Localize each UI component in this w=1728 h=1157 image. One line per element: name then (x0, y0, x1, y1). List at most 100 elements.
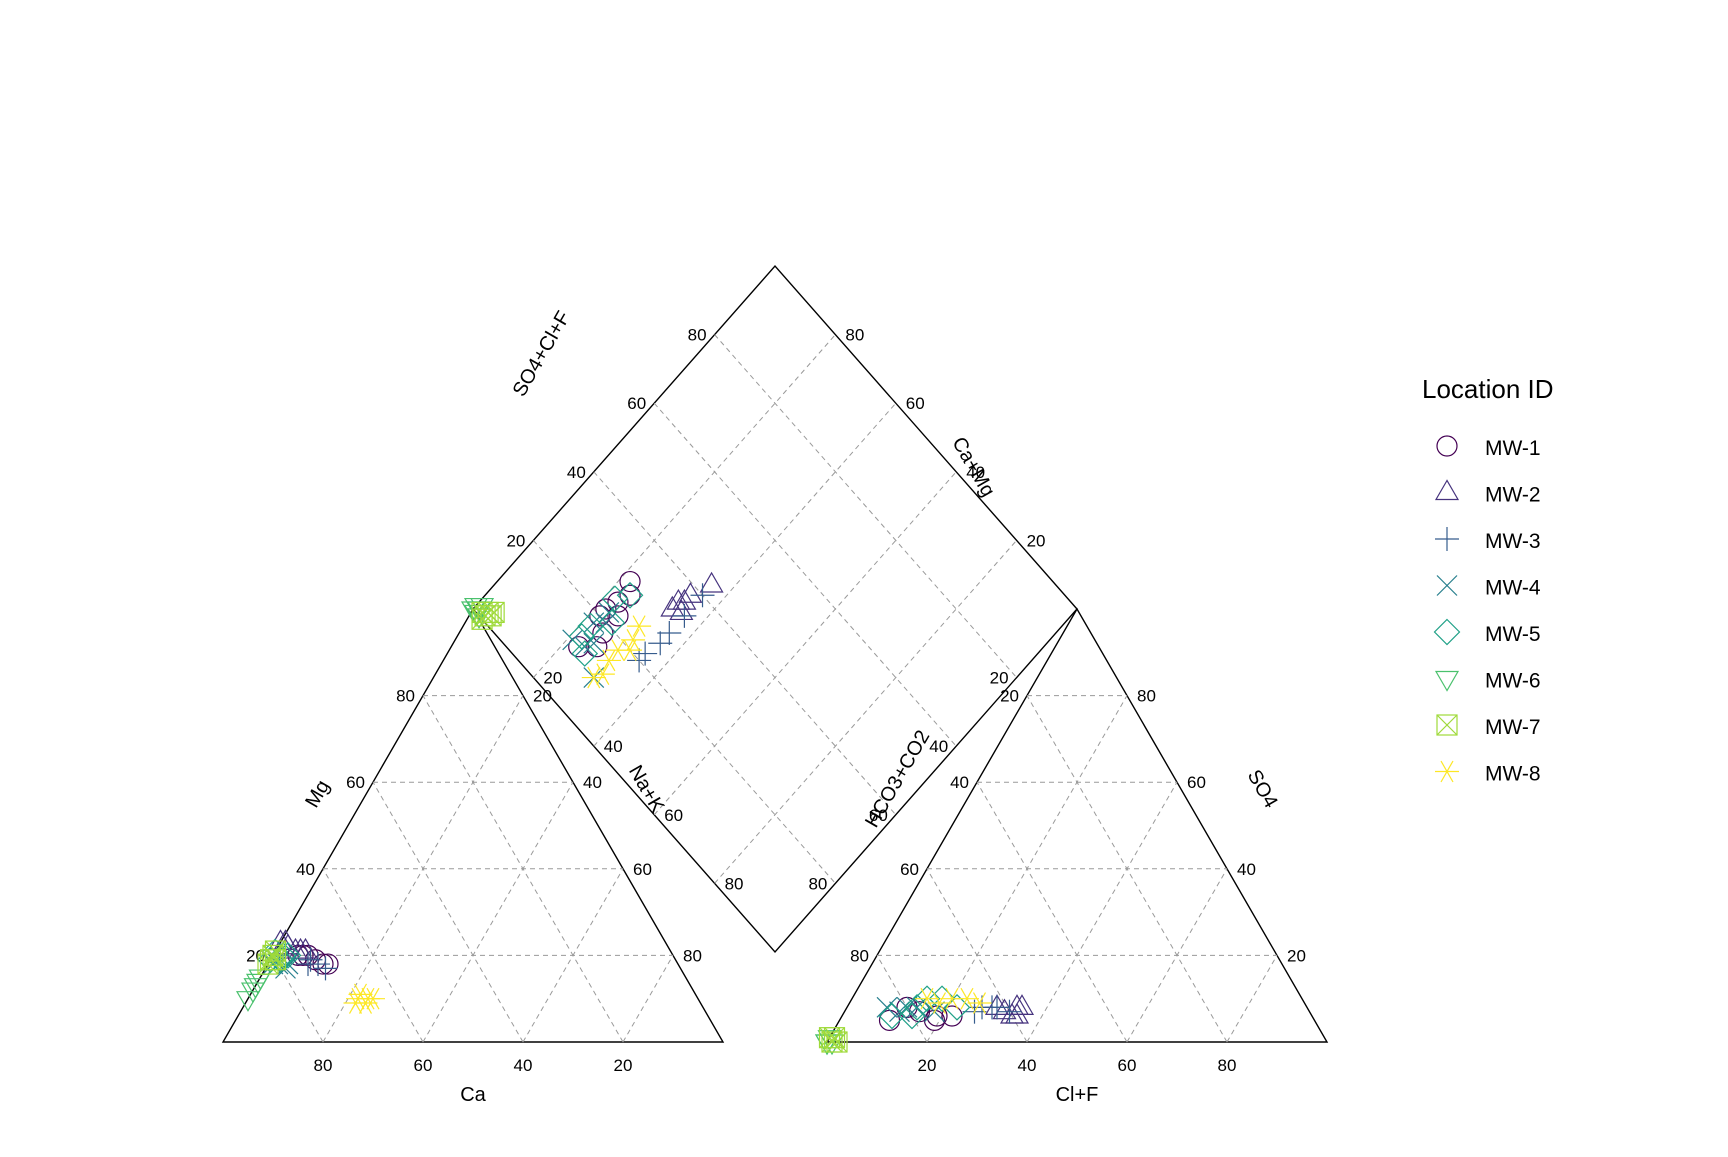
point-mw-8-diamond (605, 639, 630, 661)
point-mw-3-diamond (672, 603, 697, 628)
anion-right-tick: 60 (1187, 773, 1206, 792)
legend-symbol-mw-8 (1435, 760, 1459, 783)
diamond (472, 264, 1078, 953)
point-mw-2-diamond (678, 582, 703, 603)
point-mw-2-anion (1009, 994, 1035, 1015)
point-mw-5-diamond (571, 640, 599, 667)
anion-left-label: HCO3+CO2 (861, 727, 934, 832)
point-mw-1-diamond (586, 636, 608, 658)
legend-label-mw-5: MW-5 (1485, 623, 1541, 646)
legend-symbol-mw-5 (1433, 618, 1461, 646)
diamond-upper-left-tick: 80 (688, 326, 707, 345)
point-mw-5-anion (878, 1002, 906, 1030)
cation-right-tick: 40 (583, 773, 602, 792)
point-mw-5-diamond (616, 581, 644, 609)
anion-bottom-tick: 60 (1118, 1056, 1137, 1075)
diamond-lower-left-tick: 40 (604, 737, 623, 756)
anion-left-tick: 60 (900, 860, 919, 879)
point-mw-4-anion (876, 996, 898, 1018)
legend-label-mw-4: MW-4 (1485, 577, 1541, 600)
point-mw-8-anion (955, 987, 979, 1010)
point-mw-1-anion (923, 1009, 946, 1031)
cation-right-label: Na+K (624, 762, 669, 817)
point-mw-3-cation (298, 947, 323, 972)
point-mw-5-anion (898, 1002, 926, 1030)
point-mw-8-anion (927, 992, 952, 1014)
point-mw-5-diamond (601, 585, 629, 613)
diamond-upper-right-tick: 80 (845, 326, 864, 345)
diamond-upper-right-tick: 40 (966, 463, 985, 482)
diamond-lower-right-tick: 80 (808, 874, 827, 893)
cation-right-tick: 20 (533, 687, 552, 706)
point-mw-3-cation (296, 952, 320, 977)
triangle-frames (221, 264, 1329, 1043)
cation-left-tick: 40 (296, 860, 315, 879)
anion-left-tick: 20 (1000, 687, 1019, 706)
point-mw-3-diamond (648, 631, 673, 656)
legend-symbol-mw-7 (1436, 714, 1458, 736)
point-mw-8-diamond (621, 629, 646, 651)
legend-label-mw-3: MW-3 (1485, 530, 1541, 553)
diamond-upper-left-tick: 60 (627, 394, 646, 413)
anion-grid-line (1026, 695, 1228, 1043)
diamond-lower-left-tick: 60 (664, 806, 683, 825)
diamond-grid-line (714, 540, 1017, 884)
point-mw-8-diamond (590, 663, 615, 685)
cation-grid-line (422, 695, 624, 1043)
point-mw-2-diamond (669, 599, 694, 621)
diamond-lower-left-tick: 20 (543, 669, 562, 688)
legend-symbol-mw-4 (1436, 575, 1458, 596)
point-mw-3-cation (313, 956, 338, 981)
point-mw-1-diamond (589, 605, 611, 627)
point-mw-3-anion (980, 995, 1004, 1020)
point-mw-8-cation (361, 987, 385, 1010)
anion-bottom-tick: 20 (918, 1056, 937, 1075)
legend-symbol-mw-3 (1435, 527, 1459, 551)
diamond-grid-line (593, 402, 897, 747)
diamond-lower-right-tick: 40 (929, 737, 948, 756)
point-mw-8-anion (967, 992, 992, 1014)
point-mw-5-anion (903, 994, 931, 1021)
cation-triangle (221, 607, 725, 1043)
legend-label-mw-6: MW-6 (1485, 670, 1541, 693)
cation-grid-line (322, 868, 424, 1043)
diamond-upper-right-tick: 60 (906, 394, 925, 413)
point-mw-7-anion (826, 1031, 848, 1053)
point-mw-5-diamond (598, 609, 626, 637)
diamond-upper-right-tick: 20 (1027, 531, 1046, 550)
legend-symbol-mw-1 (1436, 435, 1458, 457)
anion-triangle (825, 607, 1329, 1043)
point-mw-5-diamond (577, 612, 605, 640)
diamond-lower-right-tick: 20 (990, 669, 1009, 688)
diamond-grid-line (533, 540, 836, 884)
anion-grid-line (926, 868, 1028, 1043)
legend-symbol-mw-6 (1434, 670, 1460, 692)
cation-grid-line (372, 781, 524, 1043)
cation-grid-line (622, 955, 674, 1043)
legend-label-mw-1: MW-1 (1485, 437, 1541, 460)
cation-bottom-tick: 60 (414, 1056, 433, 1075)
diamond-grid-line (714, 334, 1017, 678)
legend-title: Location ID (1422, 374, 1554, 404)
point-mw-8-diamond (581, 666, 606, 689)
diamond-lower-right-tick: 60 (869, 806, 888, 825)
cation-right-tick: 60 (633, 860, 652, 879)
anion-bottom-tick: 80 (1218, 1056, 1237, 1075)
cation-bottom-label: Ca (460, 1084, 486, 1106)
point-mw-8-diamond (627, 615, 652, 637)
diamond-grid-line (653, 471, 957, 816)
diamond-lower-left-tick: 80 (725, 874, 744, 893)
diamond-upper-left-tick: 40 (567, 463, 586, 482)
point-mw-1-diamond (619, 584, 641, 606)
diamond-grid-line (593, 471, 897, 816)
point-mw-6-cation (248, 969, 273, 991)
anion-right-tick: 20 (1287, 946, 1306, 965)
legend-label-mw-2: MW-2 (1485, 484, 1541, 507)
cation-bottom-tick: 40 (514, 1056, 533, 1075)
cation-right-tick: 80 (683, 946, 702, 965)
point-mw-1-diamond (607, 591, 629, 613)
point-mw-5-anion (928, 985, 956, 1013)
point-mw-1-diamond (619, 570, 641, 593)
